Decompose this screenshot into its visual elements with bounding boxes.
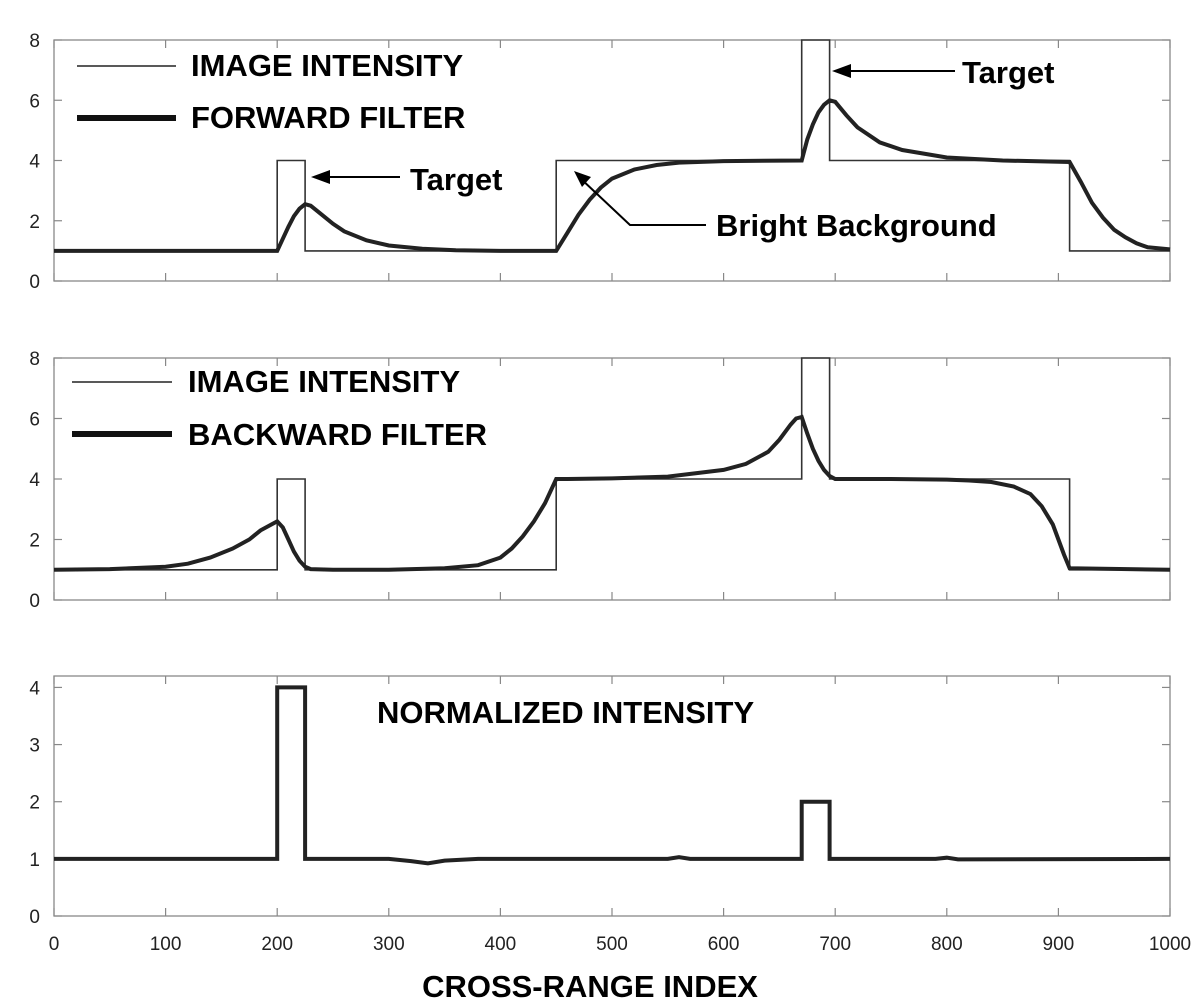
- y-tick-label: 8: [29, 31, 40, 52]
- x-tick-label: 300: [373, 934, 405, 955]
- target-arrowhead-2: [832, 64, 851, 78]
- y-tick-label: 3: [29, 736, 40, 757]
- y-tick-label: 8: [29, 349, 40, 370]
- y-tick-label: 2: [29, 793, 40, 814]
- x-tick-label: 800: [931, 934, 963, 955]
- x-tick-label: 700: [819, 934, 851, 955]
- y-tick-label: 4: [29, 678, 40, 699]
- x-tick-label: 0: [49, 934, 60, 955]
- x-tick-label: 600: [708, 934, 740, 955]
- legend-label-backward-filter: BACKWARD FILTER: [188, 417, 487, 452]
- x-ticks: [53, 358, 1171, 600]
- x-tick-label: 900: [1043, 934, 1075, 955]
- panel-normalized-intensity: 0 1 2 3 4 0 100 200 300 400 500 600 700 800 900 1000 N…: [29, 675, 1191, 955]
- y-tick-label: 1: [29, 850, 40, 871]
- y-tick-label: 2: [29, 531, 40, 552]
- x-ticks: [53, 40, 1171, 281]
- y-tick-label: 0: [29, 907, 40, 928]
- x-tick-label: 1000: [1149, 934, 1191, 955]
- y-ticks: 0 2 4 6 8: [29, 349, 1170, 612]
- y-tick-label: 0: [29, 591, 40, 612]
- y-tick-label: 2: [29, 212, 40, 233]
- image-intensity-line: [54, 357, 1170, 571]
- annotation-bright-background: Bright Background: [716, 208, 997, 243]
- y-ticks: 0 2 4 6 8: [29, 31, 1170, 293]
- annotation-target-2: Target: [962, 55, 1054, 90]
- y-tick-label: 0: [29, 272, 40, 293]
- annotation-target-1: Target: [410, 162, 502, 197]
- x-tick-label: 500: [596, 934, 628, 955]
- panel-forward-filter: 0 2 4 6 8 IMAGE INTENSITY FORWARD FILTER Tar…: [29, 31, 1171, 293]
- y-ticks: 0 1 2 3 4: [29, 678, 1170, 928]
- bright-background-arrowhead: [574, 171, 591, 187]
- legend: IMAGE INTENSITY BACKWARD FILTER: [72, 364, 487, 452]
- x-tick-label: 400: [485, 934, 517, 955]
- annotations: Target Target Bright Background: [311, 55, 1054, 243]
- forward-filter-line: [54, 98, 1171, 253]
- bright-background-arrow: [578, 176, 706, 226]
- target-arrowhead-1: [311, 170, 330, 184]
- legend-label-image-intensity: IMAGE INTENSITY: [188, 364, 460, 399]
- x-ticks: 0 100 200 300 400 500 600 700 800 900 1000: [49, 676, 1191, 955]
- x-tick-label: 200: [261, 934, 293, 955]
- legend: IMAGE INTENSITY FORWARD FILTER: [77, 48, 465, 135]
- y-tick-label: 4: [29, 470, 40, 491]
- legend-label-image-intensity: IMAGE INTENSITY: [191, 48, 463, 83]
- y-tick-label: 4: [29, 152, 40, 173]
- x-tick-label: 100: [150, 934, 182, 955]
- panel-backward-filter: 0 2 4 6 8 IMAGE INTENSITY BACKWARD FILTER: [29, 349, 1171, 612]
- x-axis-title: CROSS-RANGE INDEX: [422, 969, 758, 1004]
- normalized-intensity-title: NORMALIZED INTENSITY: [377, 695, 754, 730]
- y-tick-label: 6: [29, 410, 40, 431]
- backward-filter-line: [53, 414, 1171, 572]
- y-tick-label: 6: [29, 91, 40, 112]
- normalized-intensity-line: [54, 685, 1171, 866]
- legend-label-forward-filter: FORWARD FILTER: [191, 100, 465, 135]
